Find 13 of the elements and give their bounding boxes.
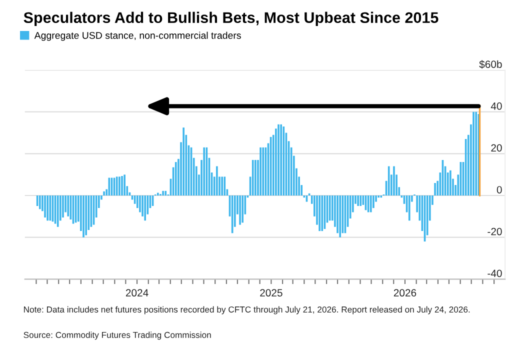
y-tick-label: 20 xyxy=(491,144,502,152)
source-note: Source: Commodity Futures Trading Commission xyxy=(24,332,211,340)
x-tick-label: 2025 xyxy=(260,289,282,297)
text: Note: Data includes net futures positions recorded by CFTC through July 21, 2026. Report released on July 24, 2026. xyxy=(24,306,470,314)
y-tick-label: $60b xyxy=(479,60,502,69)
y-tick-label: 40 xyxy=(490,102,502,110)
chart-title: Speculators Add to Bullish Bets, Most Upbeat Since 2015 xyxy=(24,12,438,26)
y-tick-label: -20 xyxy=(488,228,502,236)
y-tick-label: 0 xyxy=(496,186,502,194)
y-tick-label: -40 xyxy=(488,270,502,278)
x-tick-label: 2026 xyxy=(394,289,416,297)
legend-label: Aggregate USD stance, non-commercial traders xyxy=(34,32,241,41)
x-tick-label: 2024 xyxy=(126,289,148,297)
